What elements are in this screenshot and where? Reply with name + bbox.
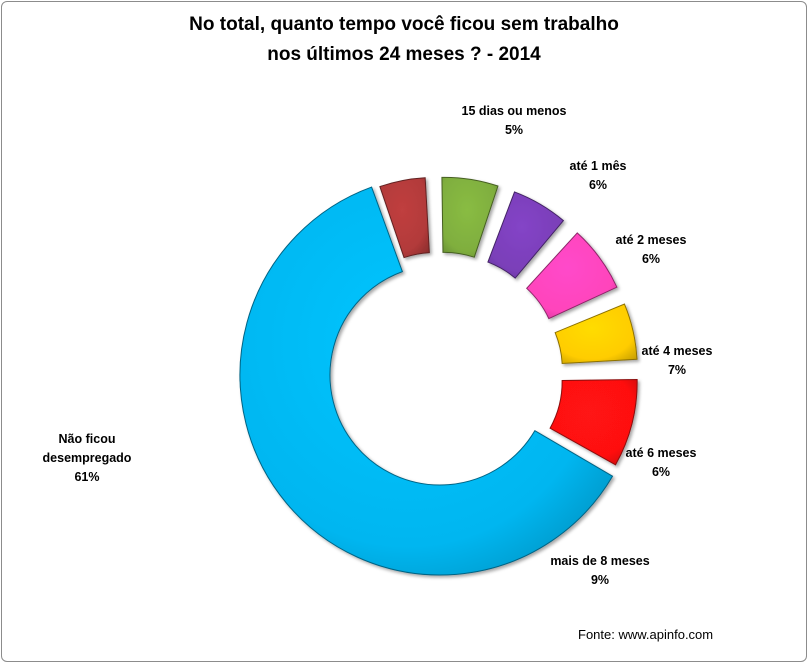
slice-label-1: 15 dias ou menos 5%	[462, 104, 567, 137]
slice-name-2: até 1 mês	[570, 159, 627, 173]
slice-0	[239, 186, 614, 576]
slice-value-3: 6%	[642, 252, 660, 266]
slice-name-3: até 2 meses	[616, 233, 687, 247]
slice-value-2: 6%	[589, 178, 607, 192]
slice-name-6: mais de 8 meses	[550, 554, 649, 568]
slice-name-5: até 6 meses	[626, 446, 697, 460]
slice-label-3: até 2 meses 6%	[616, 233, 687, 266]
slice-name-0: Não ficou	[59, 432, 116, 446]
slice-label-6: mais de 8 meses 9%	[550, 554, 649, 587]
slice-name-4: até 4 meses	[642, 344, 713, 358]
chart-title: No total, quanto tempo você ficou sem tr…	[0, 10, 808, 70]
slice-2	[441, 176, 499, 258]
slice-label-0: Não ficou desempregado 61%	[43, 432, 132, 484]
slice-6	[549, 378, 638, 466]
chart-title-line-1: No total, quanto tempo você ficou sem tr…	[189, 14, 619, 35]
slice-value-0: 61%	[74, 470, 99, 484]
slice-value-5: 6%	[652, 465, 670, 479]
slice-label-5: até 6 meses 6%	[626, 446, 697, 479]
slice-name-0: desempregado	[43, 451, 132, 465]
slice-value-4: 7%	[668, 363, 686, 377]
slice-name-1: 15 dias ou menos	[462, 104, 567, 118]
slice-3	[487, 191, 565, 279]
chart-source: Fonte: www.apinfo.com	[578, 627, 714, 642]
slice-1	[379, 177, 430, 259]
slice-label-4: até 4 meses 7%	[642, 344, 713, 377]
slice-value-6: 9%	[591, 573, 609, 587]
slice-value-1: 5%	[505, 123, 523, 137]
slice-label-2: até 1 mês 6%	[570, 159, 627, 192]
slice-4	[525, 232, 618, 320]
chart-title-line-2: nos últimos 24 meses ? - 2014	[267, 44, 541, 65]
slice-5	[554, 303, 638, 365]
